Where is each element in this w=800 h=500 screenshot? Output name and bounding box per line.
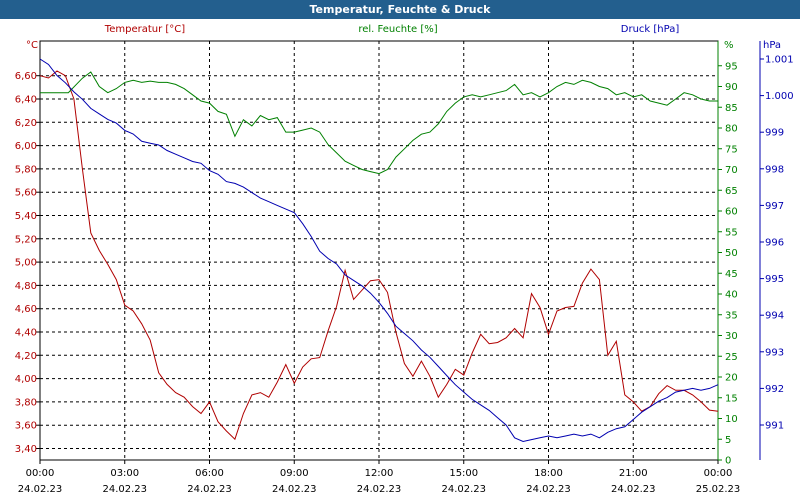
pressure-tick-label: 996 xyxy=(765,238,784,249)
humidity-tick-label: 25 xyxy=(725,352,738,363)
temperature-tick-label: 6,40 xyxy=(15,95,37,106)
chart-svg: 3,40 3,60 3,80 4,00 4,20 4,40 4,60 4,80 5,00 5,20… xyxy=(15,24,794,495)
pressure-axis-label: Druck [hPa] xyxy=(621,24,680,35)
x-tick-time: 21:00 xyxy=(619,468,648,479)
temperature-tick-label: 4,00 xyxy=(15,374,37,385)
x-tick-date: 24.02.23 xyxy=(18,484,63,495)
x-tick-date: 24.02.23 xyxy=(357,484,402,495)
x-tick-time: 03:00 xyxy=(110,468,139,479)
humidity-unit: % xyxy=(724,40,734,51)
temperature-tick-label: 3,60 xyxy=(15,421,37,432)
x-tick-date: 24.02.23 xyxy=(102,484,147,495)
pressure-tick-label: 999 xyxy=(765,128,784,139)
pressure-tick-label: 995 xyxy=(765,274,784,285)
humidity-tick-label: 70 xyxy=(725,165,738,176)
humidity-tick-label: 40 xyxy=(725,290,738,301)
humidity-tick-label: 20 xyxy=(725,373,738,384)
humidity-tick-label: 60 xyxy=(725,207,738,218)
temperature-tick-label: 5,60 xyxy=(15,188,37,199)
humidity-tick-label: 45 xyxy=(725,269,738,280)
humidity-tick-label: 90 xyxy=(725,82,738,93)
x-tick-date: 25.02.23 xyxy=(696,484,741,495)
x-tick-time: 12:00 xyxy=(365,468,394,479)
x-tick-date: 24.02.23 xyxy=(611,484,656,495)
humidity-tick-label: 65 xyxy=(725,186,738,197)
temperature-line xyxy=(39,70,719,441)
temperature-tick-label: 4,20 xyxy=(15,351,37,362)
pressure-tick-label: 1.001 xyxy=(765,55,794,66)
humidity-tick-label: 75 xyxy=(725,144,738,155)
x-tick-time: 15:00 xyxy=(449,468,478,479)
pressure-tick-label: 1.000 xyxy=(765,91,794,102)
humidity-tick-label: 30 xyxy=(725,331,738,342)
temperature-tick-label: 6,60 xyxy=(15,71,37,82)
pressure-tick-label: 992 xyxy=(765,384,784,395)
temperature-tick-label: 4,80 xyxy=(15,281,37,292)
humidity-axis-label: rel. Feuchte [%] xyxy=(358,24,437,35)
x-tick-time: 18:00 xyxy=(534,468,563,479)
pressure-tick-label: 997 xyxy=(765,201,784,212)
x-tick-time: 00:00 xyxy=(26,468,55,479)
humidity-tick-label: 95 xyxy=(725,61,738,72)
humidity-tick-label: 0 xyxy=(725,456,731,467)
humidity-tick-label: 80 xyxy=(725,124,738,135)
temperature-tick-label: 4,60 xyxy=(15,304,37,315)
pressure-tick-label: 991 xyxy=(765,421,784,432)
humidity-tick-label: 85 xyxy=(725,103,738,114)
x-tick-time: 09:00 xyxy=(280,468,309,479)
humidity-line xyxy=(40,71,718,175)
x-tick-time: 06:00 xyxy=(195,468,224,479)
pressure-tick-label: 994 xyxy=(765,311,784,322)
pressure-tick-label: 993 xyxy=(765,347,784,358)
window-title: Temperatur, Feuchte & Druck xyxy=(0,0,800,19)
pressure-tick-label: 998 xyxy=(765,164,784,175)
humidity-tick-label: 35 xyxy=(725,310,738,321)
x-tick-date: 24.02.23 xyxy=(526,484,571,495)
humidity-tick-label: 5 xyxy=(725,435,731,446)
humidity-tick-label: 10 xyxy=(725,414,738,425)
temperature-tick-label: 5,00 xyxy=(15,258,37,269)
humidity-tick-label: 50 xyxy=(725,248,738,259)
pressure-unit: hPa xyxy=(763,40,781,51)
temperature-tick-label: 5,80 xyxy=(15,164,37,175)
temperature-tick-label: 6,20 xyxy=(15,118,37,129)
temperature-axis-label: Temperatur [°C] xyxy=(104,24,185,35)
temperature-tick-label: 3,40 xyxy=(15,444,37,455)
x-tick-time: 00:00 xyxy=(704,468,733,479)
temperature-tick-label: 5,40 xyxy=(15,211,37,222)
temperature-tick-label: 3,80 xyxy=(15,397,37,408)
x-tick-date: 24.02.23 xyxy=(272,484,317,495)
humidity-tick-label: 55 xyxy=(725,227,738,238)
temperature-unit: °C xyxy=(26,40,38,51)
temperature-tick-label: 5,20 xyxy=(15,234,37,245)
x-tick-date: 24.02.23 xyxy=(441,484,486,495)
temperature-tick-label: 6,00 xyxy=(15,141,37,152)
temperature-tick-label: 4,40 xyxy=(15,328,37,339)
humidity-tick-label: 15 xyxy=(725,393,738,404)
x-tick-date: 24.02.23 xyxy=(187,484,232,495)
pressure-line xyxy=(39,58,719,443)
